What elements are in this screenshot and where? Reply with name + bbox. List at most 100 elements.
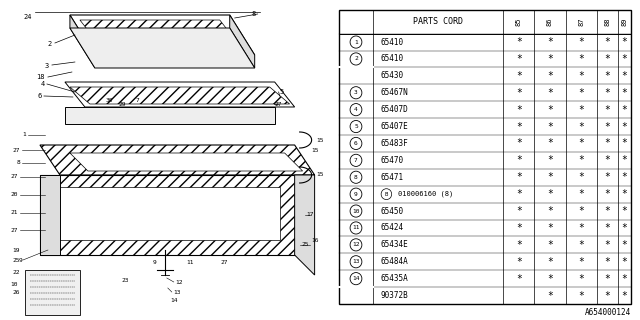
Text: *: * (604, 122, 611, 132)
Text: *: * (621, 37, 627, 47)
Text: *: * (621, 155, 627, 165)
Text: *: * (547, 240, 553, 250)
Text: *: * (604, 88, 611, 98)
Text: *: * (604, 71, 611, 81)
Text: 65434E: 65434E (381, 240, 408, 249)
Text: *: * (604, 240, 611, 250)
Text: 22: 22 (12, 270, 20, 276)
Text: 11: 11 (352, 226, 360, 230)
Text: *: * (516, 155, 522, 165)
Text: 8: 8 (16, 161, 20, 165)
Circle shape (350, 104, 362, 116)
Text: *: * (516, 240, 522, 250)
Text: 65435A: 65435A (381, 274, 408, 283)
Text: 15: 15 (312, 148, 319, 153)
Circle shape (350, 120, 362, 132)
Text: *: * (516, 206, 522, 216)
Text: *: * (621, 122, 627, 132)
Text: 65467N: 65467N (381, 88, 408, 97)
Text: *: * (547, 122, 553, 132)
Text: *: * (516, 139, 522, 148)
Text: 6: 6 (354, 141, 358, 146)
Text: *: * (578, 155, 584, 165)
Text: *: * (516, 223, 522, 233)
Text: 12: 12 (175, 279, 182, 284)
Text: 9: 9 (18, 258, 22, 262)
Text: *: * (621, 223, 627, 233)
Polygon shape (55, 187, 280, 240)
Text: *: * (578, 37, 584, 47)
Text: *: * (547, 71, 553, 81)
Text: PARTS CORD: PARTS CORD (413, 17, 463, 26)
Text: *: * (547, 172, 553, 182)
Text: 88: 88 (604, 17, 611, 26)
Text: 010006160 (8): 010006160 (8) (398, 191, 454, 197)
Text: 21: 21 (10, 211, 18, 215)
Polygon shape (70, 87, 290, 104)
Text: *: * (547, 291, 553, 300)
Text: 65424: 65424 (381, 223, 404, 232)
Text: *: * (621, 206, 627, 216)
Text: *: * (621, 54, 627, 64)
Text: *: * (516, 257, 522, 267)
Text: *: * (516, 122, 522, 132)
Text: 6: 6 (38, 93, 42, 99)
Text: *: * (621, 274, 627, 284)
Text: *: * (547, 189, 553, 199)
Text: *: * (547, 206, 553, 216)
Text: *: * (621, 172, 627, 182)
Text: 24: 24 (24, 14, 32, 20)
Text: 90372B: 90372B (381, 291, 408, 300)
Polygon shape (80, 20, 244, 52)
Text: *: * (621, 139, 627, 148)
Text: 27: 27 (12, 148, 20, 153)
Polygon shape (40, 175, 294, 255)
Circle shape (350, 239, 362, 251)
Text: 27: 27 (10, 174, 18, 180)
Text: 8: 8 (354, 175, 358, 180)
Text: 7: 7 (136, 98, 140, 102)
Text: 2: 2 (354, 56, 358, 61)
Text: *: * (516, 71, 522, 81)
Text: *: * (516, 274, 522, 284)
Text: *: * (604, 274, 611, 284)
Text: *: * (547, 105, 553, 115)
Text: 10: 10 (352, 209, 360, 213)
Text: *: * (516, 37, 522, 47)
Text: *: * (604, 54, 611, 64)
Text: 16: 16 (312, 237, 319, 243)
Text: 3: 3 (354, 90, 358, 95)
Text: *: * (604, 105, 611, 115)
Text: *: * (604, 37, 611, 47)
Text: 29: 29 (118, 101, 125, 107)
Text: 14: 14 (170, 298, 177, 302)
Text: *: * (604, 139, 611, 148)
Circle shape (350, 87, 362, 99)
Text: *: * (516, 54, 522, 64)
Circle shape (350, 53, 362, 65)
Polygon shape (230, 15, 255, 68)
Text: 65470: 65470 (381, 156, 404, 165)
Text: A654000124: A654000124 (584, 308, 630, 317)
Circle shape (350, 171, 362, 183)
Text: 12: 12 (352, 242, 360, 247)
Text: *: * (621, 291, 627, 300)
Text: 4: 4 (41, 81, 45, 87)
Text: *: * (547, 155, 553, 165)
Text: 86: 86 (547, 17, 553, 26)
Text: 5: 5 (280, 89, 284, 95)
Polygon shape (65, 107, 275, 124)
Text: *: * (604, 172, 611, 182)
Polygon shape (65, 82, 294, 107)
Text: *: * (547, 88, 553, 98)
Text: 25: 25 (301, 243, 309, 247)
Text: *: * (621, 240, 627, 250)
Text: 25: 25 (12, 258, 20, 262)
Text: 20: 20 (10, 193, 18, 197)
Circle shape (350, 154, 362, 166)
Text: 65407E: 65407E (381, 122, 408, 131)
Text: *: * (578, 240, 584, 250)
Text: *: * (621, 88, 627, 98)
Text: 11: 11 (186, 260, 193, 266)
Text: *: * (621, 257, 627, 267)
